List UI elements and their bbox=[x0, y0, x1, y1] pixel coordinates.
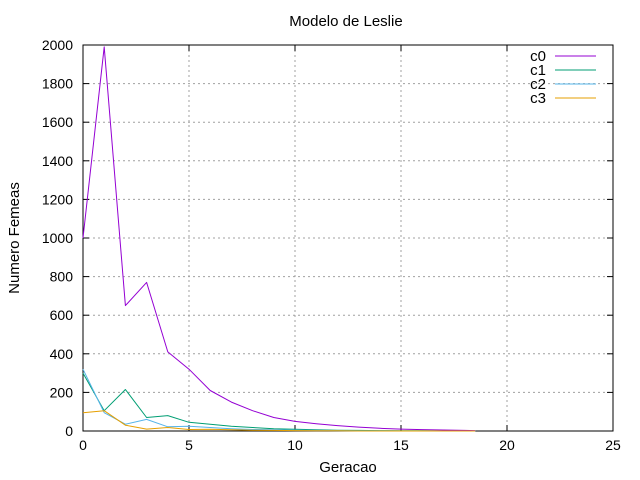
y-tick-label: 800 bbox=[50, 269, 74, 285]
series-line-c3 bbox=[82, 410, 476, 432]
x-tick-label: 10 bbox=[287, 437, 303, 453]
ticks: 0 5 10 15 20 25 0 200 400 600 800 1000 1200 1400 1600 1… bbox=[42, 37, 621, 453]
x-axis-label: Geracao bbox=[319, 459, 377, 476]
y-tick-label: 1600 bbox=[42, 114, 73, 130]
legend-label-c1: c1 bbox=[530, 62, 546, 79]
y-tick-label: 2000 bbox=[42, 37, 73, 53]
y-tick-label: 200 bbox=[50, 384, 74, 400]
x-tick-label: 0 bbox=[79, 437, 87, 453]
series-line-c0 bbox=[82, 46, 476, 432]
series-line-c1 bbox=[82, 372, 476, 432]
y-axis-label: Numero Femeas bbox=[6, 182, 23, 294]
grid bbox=[83, 45, 613, 431]
series-lines bbox=[82, 46, 476, 432]
x-tick-label: 20 bbox=[499, 437, 515, 453]
y-tick-label: 0 bbox=[65, 423, 73, 439]
y-tick-label: 1200 bbox=[42, 191, 73, 207]
x-tick-label: 15 bbox=[393, 437, 409, 453]
y-tick-label: 600 bbox=[50, 307, 74, 323]
legend-label-c3: c3 bbox=[530, 90, 546, 107]
x-tick-label: 5 bbox=[185, 437, 193, 453]
legend-label-c0: c0 bbox=[530, 48, 546, 65]
chart-title: Modelo de Leslie bbox=[289, 13, 402, 30]
series-line-c2 bbox=[82, 368, 476, 432]
y-tick-label: 1400 bbox=[42, 153, 73, 169]
x-tick-label: 25 bbox=[605, 437, 621, 453]
y-tick-label: 1800 bbox=[42, 76, 73, 92]
y-tick-label: 400 bbox=[50, 346, 74, 362]
y-tick-label: 1000 bbox=[42, 230, 73, 246]
legend-label-c2: c2 bbox=[530, 76, 546, 93]
